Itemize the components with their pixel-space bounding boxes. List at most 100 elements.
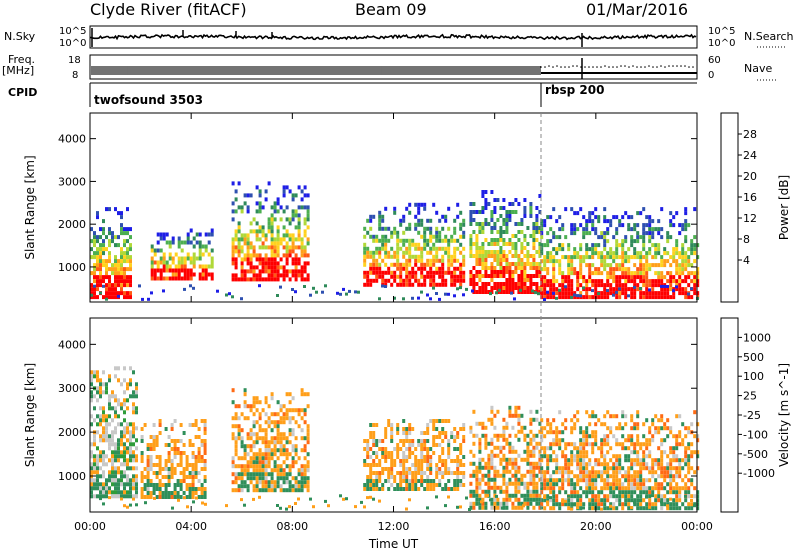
heatmap-cell: [414, 222, 418, 227]
heatmap-cell: [408, 226, 412, 231]
heatmap-cell: [396, 282, 400, 287]
heatmap-cell: [609, 251, 613, 256]
heatmap-cell: [203, 447, 207, 451]
heatmap-cell: [93, 284, 96, 288]
heatmap-cell: [291, 476, 295, 481]
heatmap-cell: [478, 469, 482, 474]
heatmap-cell: [615, 295, 619, 300]
heatmap-cell: [432, 274, 436, 279]
heatmap-cell: [240, 412, 244, 417]
heatmap-cell: [135, 390, 138, 395]
heatmap-cell: [576, 494, 580, 499]
heatmap-cell: [282, 480, 286, 485]
heatmap-cell: [511, 210, 515, 214]
heatmap-cell: [288, 452, 292, 457]
heatmap-cell: [636, 239, 640, 244]
heatmap-cell: [129, 255, 132, 260]
heatmap-cell: [603, 291, 607, 296]
heatmap-cell: [387, 487, 391, 491]
y-tick-label: 4000: [58, 133, 86, 146]
heatmap-cell: [93, 267, 96, 272]
heatmap-cell: [90, 398, 93, 403]
heatmap-cell: [276, 265, 280, 270]
heatmap-cell: [129, 243, 132, 248]
heatmap-cell: [179, 463, 183, 467]
heatmap-cell: [96, 458, 99, 463]
heatmap-cell: [660, 235, 664, 240]
heatmap-cell: [423, 202, 427, 207]
heatmap-cell: [375, 455, 379, 459]
heatmap-cell: [285, 392, 289, 397]
heatmap-cell: [468, 508, 471, 511]
heatmap-cell: [273, 273, 277, 278]
heatmap-cell: [558, 267, 562, 272]
heatmap-cell: [414, 447, 418, 451]
heatmap-cell: [532, 505, 536, 510]
heatmap-cell: [690, 506, 694, 511]
heatmap-cell: [105, 390, 108, 395]
heatmap-cell: [120, 478, 123, 483]
heatmap-cell: [102, 490, 105, 495]
heatmap-cell: [642, 223, 646, 228]
heatmap-cell: [546, 231, 550, 236]
heatmap-cell: [414, 258, 418, 263]
heatmap-cell: [478, 461, 482, 466]
heatmap-cell: [651, 255, 655, 260]
heatmap-cell: [387, 479, 391, 483]
heatmap-cell: [558, 259, 562, 264]
heatmap-cell: [114, 466, 117, 471]
heatmap-cell: [117, 458, 120, 463]
heatmap-cell: [90, 442, 93, 447]
heatmap-cell: [198, 244, 202, 249]
heatmap-cell: [489, 498, 492, 502]
heatmap-cell: [203, 423, 207, 427]
heatmap-cell: [687, 478, 691, 483]
heatmap-cell: [511, 246, 515, 250]
heatmap-cell: [472, 254, 476, 258]
heatmap-cell: [588, 267, 592, 272]
heatmap-cell: [603, 458, 607, 463]
heatmap-cell: [663, 263, 667, 268]
heatmap-cell: [484, 222, 488, 226]
heatmap-cell: [267, 273, 271, 278]
heatmap-cell: [636, 223, 640, 228]
heatmap-cell: [381, 246, 385, 251]
heatmap-cell: [648, 505, 651, 509]
heatmap-cell: [93, 239, 96, 244]
heatmap-cell: [526, 489, 530, 494]
heatmap-cell: [570, 295, 573, 299]
heatmap-cell: [508, 202, 512, 206]
heatmap-cell: [529, 262, 533, 266]
heatmap-cell: [126, 283, 129, 288]
heatmap-cell: [285, 273, 289, 278]
heatmap-cell: [300, 472, 304, 477]
heatmap-cell: [447, 439, 451, 443]
heatmap-cell: [582, 466, 586, 471]
heatmap-cell: [176, 479, 180, 483]
heatmap-cell: [99, 267, 102, 272]
heatmap-cell: [609, 506, 613, 511]
heatmap-cell: [189, 284, 192, 288]
heatmap-cell: [111, 470, 114, 475]
heatmap-cell: [231, 273, 235, 278]
heatmap-cell: [231, 460, 235, 465]
heatmap-cell: [636, 414, 640, 419]
heatmap-cell: [179, 471, 183, 475]
heatmap-cell: [538, 290, 542, 294]
heatmap-cell: [540, 283, 544, 288]
heatmap-cell: [600, 438, 604, 443]
nave-sample: [556, 65, 558, 67]
heatmap-cell: [237, 225, 241, 230]
heatmap-cell: [381, 258, 385, 263]
heatmap-cell: [300, 464, 304, 469]
heatmap-cell: [681, 466, 685, 471]
heatmap-cell: [408, 202, 412, 207]
heatmap-cell: [469, 449, 473, 454]
heatmap-cell: [99, 263, 102, 268]
heatmap-cell: [690, 247, 694, 252]
heatmap-cell: [603, 247, 607, 252]
heatmap-cell: [372, 238, 376, 243]
heatmap-cell: [123, 279, 126, 284]
heatmap-cell: [297, 456, 301, 461]
heatmap-cell: [651, 434, 655, 439]
